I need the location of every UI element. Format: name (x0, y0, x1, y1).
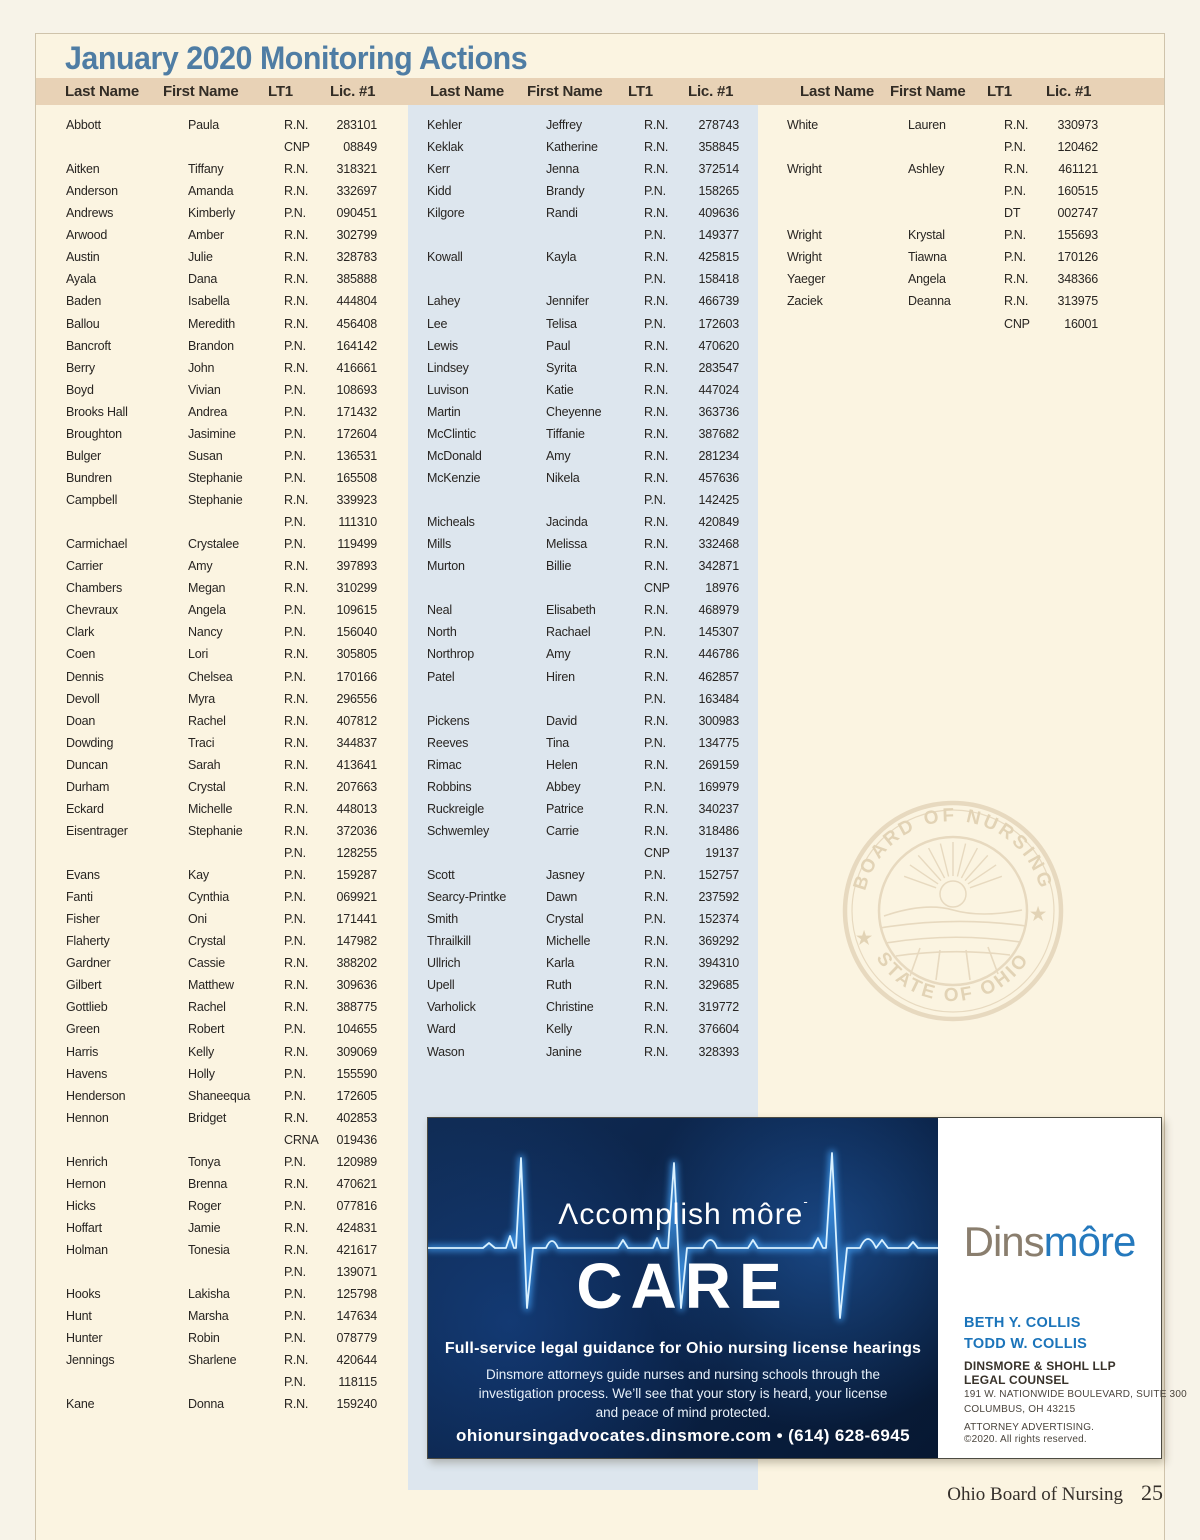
firm-name: DINSMORE & SHOHL LLP (964, 1359, 1116, 1373)
board-of-nursing-seal-watermark: BOARD OF NURSING STATE OF OHIO ★ ★ (842, 800, 1064, 1022)
ad-body-line: investigation process. We’ll see that yo… (478, 1386, 888, 1401)
ad-tagline-lambda: Λ (558, 1198, 580, 1231)
seal-star-left: ★ (856, 928, 875, 948)
footer-publication-name: Ohio Board of Nursing (947, 1484, 1123, 1505)
attorney-name: TODD W. COLLIS (964, 1336, 1088, 1352)
ad-legal-line: ATTORNEY ADVERTISING. (964, 1422, 1095, 1433)
seal-landscape (879, 906, 1027, 981)
column-header: Last Name (430, 83, 505, 100)
firm-role: LEGAL COUNSEL (964, 1373, 1070, 1387)
ad-tagline: Λccomplish môre- (428, 1194, 938, 1232)
seal-sun-rays (903, 842, 1003, 889)
ad-body-line: Dinsmore attorneys guide nurses and nurs… (486, 1367, 880, 1382)
ad-body-line: and peace of mind protected. (595, 1405, 771, 1420)
ad-tagline-text: ccomplish môre (579, 1198, 804, 1231)
dinsmore-advertisement: Λccomplish môre- CARE Full-service legal… (427, 1117, 1187, 1459)
attorney-name: BETH Y. COLLIS (964, 1315, 1081, 1331)
dinsmore-logo: Dinsmôre (938, 1218, 1161, 1266)
table-header-band: Last Name First Name LT1 Lic. #1 Last Name Fi… (36, 78, 1164, 105)
ad-subheadline: Full-service legal guidance for Ohio nur… (444, 1340, 922, 1357)
footer-page-number: 25 (1141, 1480, 1163, 1505)
page-footer: Ohio Board of Nursing 25 (947, 1480, 1163, 1506)
column-header: Last Name (800, 83, 875, 100)
column-header: Lic. #1 (1046, 83, 1092, 100)
column-header: First Name (890, 83, 966, 100)
column-header: First Name (163, 83, 239, 100)
column-header: LT1 (987, 83, 1012, 100)
dinsmore-logo-more: môre (1043, 1218, 1137, 1265)
column-header: Lic. #1 (688, 83, 734, 100)
ad-body-text: Dinsmore attorneys guide nurses and nurs… (428, 1365, 938, 1422)
firm-address-street: 191 W. NATIONWIDE BOULEVARD, SUITE 300 (964, 1389, 1187, 1400)
ad-info-panel: Dinsmôre BETH Y. COLLIS TODD W. COLLIS D… (938, 1118, 1187, 1458)
page-title: January 2020 Monitoring Actions (65, 40, 528, 76)
ad-headline: CARE (576, 1250, 790, 1322)
ad-graphic-panel: Λccomplish môre- CARE Full-service legal… (428, 1118, 938, 1458)
column-header: LT1 (628, 83, 653, 100)
column-header: Last Name (65, 83, 140, 100)
column-header: Lic. #1 (330, 83, 376, 100)
ad-legal-line: ©2020. All rights reserved. (964, 1434, 1087, 1445)
dinsmore-logo-dins: Dins (963, 1218, 1045, 1265)
ad-contact-line: ohionursingadvocates.dinsmore.com • (614… (456, 1426, 910, 1445)
seal-star-right: ★ (1030, 904, 1049, 924)
ekg-heartbeat-graphic (428, 1150, 938, 1321)
firm-address-city: COLUMBUS, OH 43215 (964, 1404, 1076, 1415)
ad-tagline-trademark: - (803, 1194, 808, 1209)
column-header: LT1 (268, 83, 293, 100)
column-header: First Name (527, 83, 603, 100)
